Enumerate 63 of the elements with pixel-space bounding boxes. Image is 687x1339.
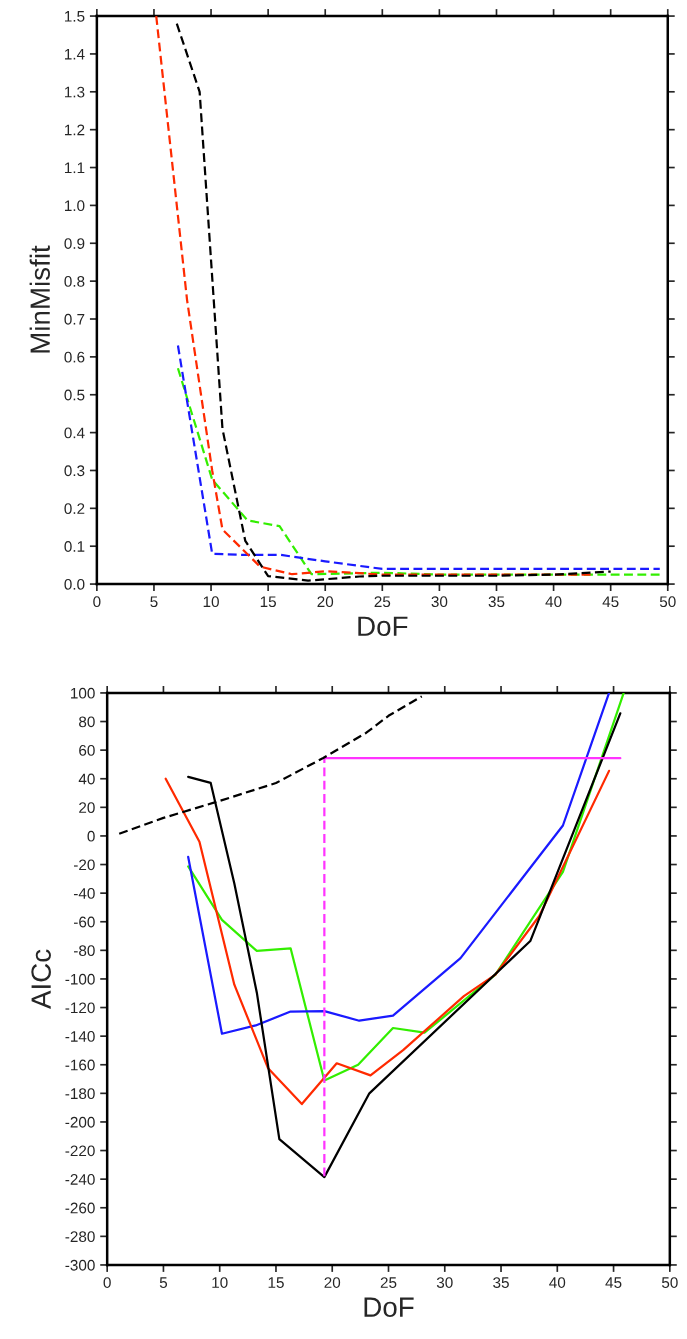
y-tick-label: -160 bbox=[65, 1059, 95, 1071]
x-tick-label: 5 bbox=[150, 596, 158, 608]
y-tick-label: -120 bbox=[65, 1002, 95, 1014]
x-axis-title: DoF bbox=[358, 616, 408, 637]
y-tick-label: -60 bbox=[73, 916, 95, 928]
y-tick-label: -260 bbox=[65, 1202, 95, 1214]
y-tick-label: -200 bbox=[65, 1116, 95, 1128]
x-tick-label: 15 bbox=[268, 1277, 284, 1288]
y-tick-label: 0.2 bbox=[64, 503, 85, 515]
y-tick-label: 100 bbox=[71, 687, 95, 699]
x-tick-label: 30 bbox=[436, 1277, 453, 1288]
y-tick-label: -240 bbox=[65, 1174, 95, 1185]
y-tick-label: 0.5 bbox=[64, 389, 85, 401]
y-tick-label: 60 bbox=[79, 745, 95, 756]
y-tick-label: 0.1 bbox=[64, 541, 85, 552]
y-tick-label: 0 bbox=[87, 830, 95, 842]
x-axis-title: DoF bbox=[364, 1297, 414, 1317]
y-axis-title: MinMisfit bbox=[29, 245, 50, 353]
x-tick-label: 50 bbox=[659, 596, 676, 608]
x-tick-label: 35 bbox=[488, 596, 505, 608]
y-axis-title: AICc bbox=[31, 949, 51, 1009]
x-tick-label: 35 bbox=[493, 1277, 509, 1288]
x-tick-label: 15 bbox=[260, 596, 276, 608]
y-tick-label: 1.0 bbox=[64, 200, 85, 212]
y-tick-label: 0.4 bbox=[64, 427, 85, 439]
x-tick-label: 45 bbox=[602, 596, 619, 608]
y-tick-label: 1.1 bbox=[64, 162, 85, 174]
y-tick-label: -100 bbox=[65, 973, 95, 985]
y-tick-label: 1.3 bbox=[64, 86, 85, 98]
y-tick-label: 80 bbox=[79, 716, 95, 728]
y-tick-label: 0.7 bbox=[64, 313, 85, 325]
y-tick-label: -140 bbox=[65, 1031, 95, 1042]
y-tick-label: 20 bbox=[79, 802, 95, 814]
x-tick-label: 50 bbox=[661, 1277, 678, 1288]
y-tick-label: -20 bbox=[73, 859, 95, 871]
x-tick-label: 30 bbox=[431, 596, 448, 608]
x-tick-label: 45 bbox=[605, 1277, 622, 1288]
y-tick-label: 40 bbox=[78, 773, 95, 785]
x-tick-label: 20 bbox=[324, 1277, 341, 1288]
y-tick-label: 0.6 bbox=[64, 351, 85, 363]
y-tick-label: -180 bbox=[65, 1088, 95, 1100]
x-tick-label: 10 bbox=[203, 596, 219, 608]
x-tick-label: 10 bbox=[212, 1277, 228, 1288]
y-tick-label: 0.0 bbox=[64, 578, 85, 590]
line-series bbox=[164, 769, 611, 1106]
y-tick-label: 0.8 bbox=[64, 276, 85, 287]
y-tick-label: -220 bbox=[65, 1145, 95, 1157]
x-tick-label: 5 bbox=[159, 1277, 168, 1288]
y-tick-label: 0.9 bbox=[64, 238, 85, 249]
y-tick-label: 0.3 bbox=[64, 465, 85, 477]
y-tick-label: -280 bbox=[65, 1231, 95, 1243]
y-tick-label: 1.2 bbox=[64, 124, 85, 136]
y-tick-label: -40 bbox=[73, 888, 95, 899]
x-tick-label: 40 bbox=[549, 1277, 566, 1288]
x-tick-label: 20 bbox=[317, 596, 334, 608]
y-tick-label: -300 bbox=[65, 1259, 95, 1271]
y-tick-label: -80 bbox=[73, 945, 95, 957]
x-tick-label: 0 bbox=[103, 1277, 111, 1288]
x-tick-label: 25 bbox=[380, 1277, 397, 1288]
x-tick-label: 25 bbox=[374, 596, 391, 608]
x-tick-label: 40 bbox=[545, 596, 562, 608]
y-tick-label: 1.5 bbox=[64, 11, 85, 22]
y-tick-label: 1.4 bbox=[64, 48, 85, 60]
